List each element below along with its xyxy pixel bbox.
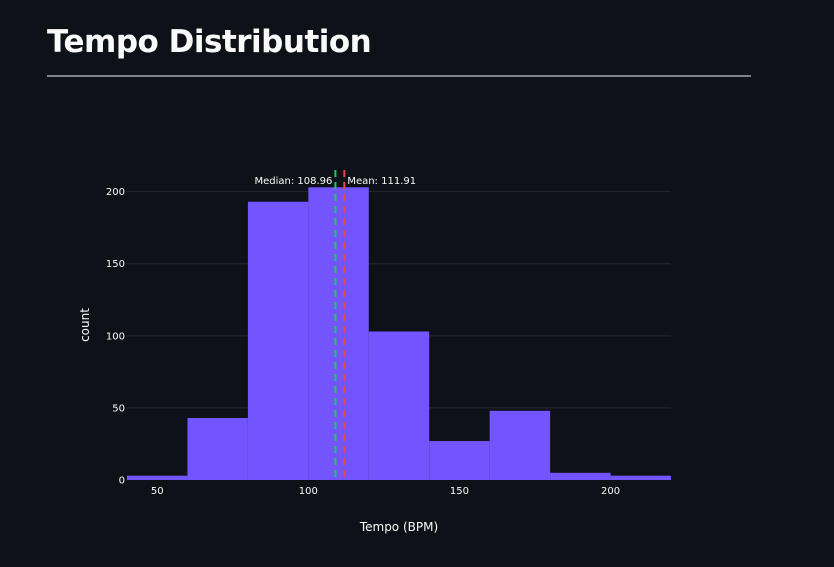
- histogram-bar[interactable]: [550, 472, 611, 480]
- mean-annotation: Mean: 111.91: [347, 176, 416, 187]
- histogram-bar[interactable]: [429, 441, 490, 480]
- x-tick-label: 50: [151, 486, 164, 497]
- ticks-layer: 0 50 100 150 200 50 100 150 200: [106, 187, 620, 497]
- x-axis-title: Tempo (BPM): [359, 520, 438, 534]
- y-tick-label: 150: [106, 259, 125, 270]
- histogram-bar[interactable]: [368, 331, 430, 480]
- median-annotation: Median: 108.96: [254, 176, 332, 187]
- histogram-bar[interactable]: [247, 201, 309, 480]
- x-tick-label: 100: [299, 486, 318, 497]
- histogram-bar[interactable]: [489, 410, 551, 480]
- y-tick-label: 200: [106, 187, 125, 198]
- bars-layer: [127, 187, 671, 481]
- reference-lines-layer: Median: 108.96 Mean: 111.91: [254, 170, 416, 480]
- histogram-bar[interactable]: [127, 475, 188, 480]
- y-axis-title: count: [78, 308, 92, 342]
- x-tick-label: 200: [601, 486, 620, 497]
- histogram-bar[interactable]: [187, 418, 248, 480]
- histogram-bar[interactable]: [308, 187, 369, 481]
- y-tick-label: 50: [112, 403, 125, 414]
- x-tick-label: 150: [450, 486, 469, 497]
- page-title: Tempo Distribution: [47, 24, 372, 60]
- y-tick-label: 0: [119, 476, 125, 487]
- title-divider: [47, 75, 751, 77]
- histogram-bar[interactable]: [610, 475, 671, 480]
- y-tick-label: 100: [106, 331, 125, 342]
